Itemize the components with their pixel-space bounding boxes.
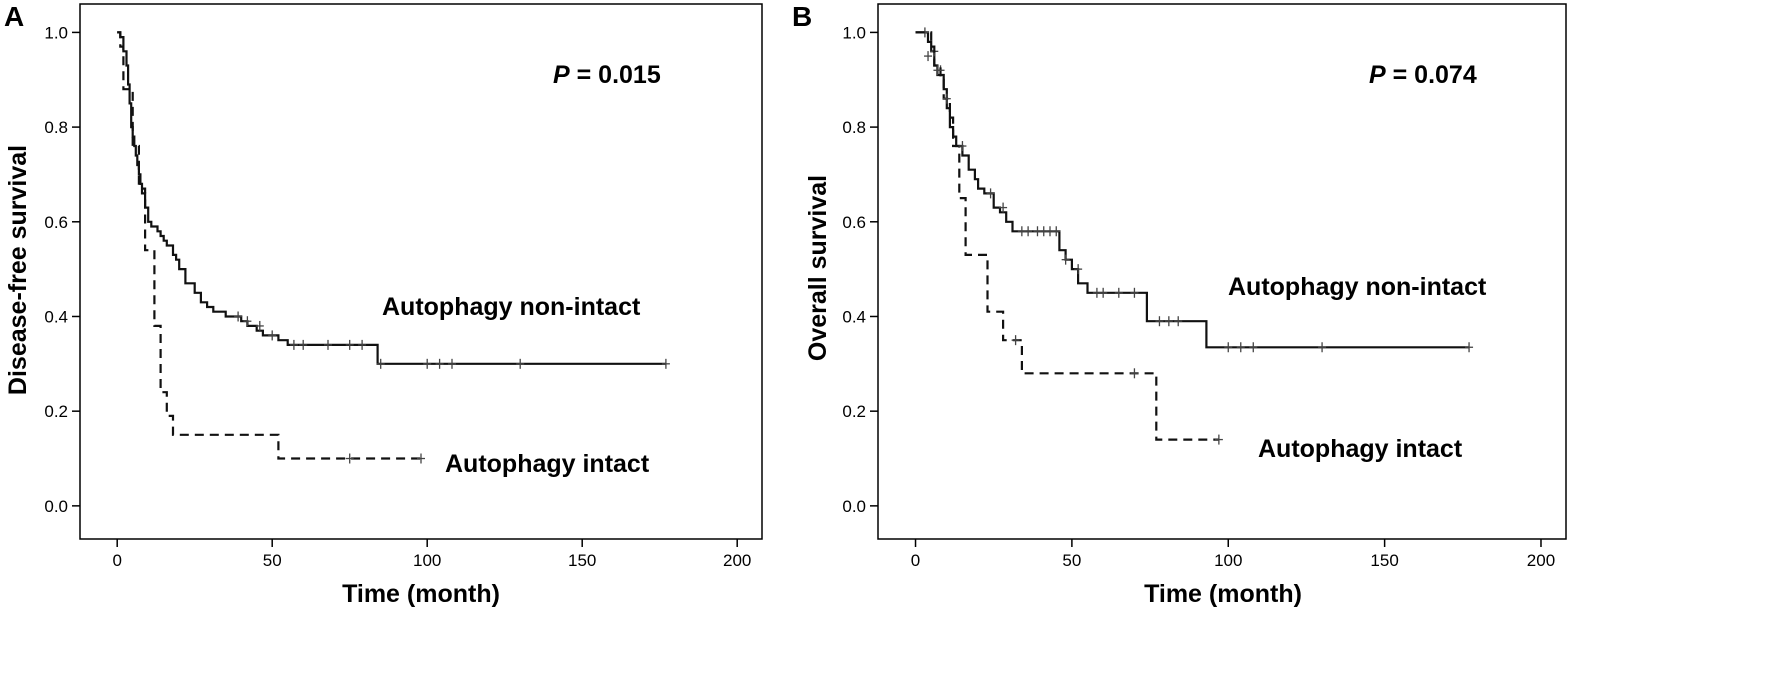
panel-b-y-axis-title: Overall survival xyxy=(804,175,832,361)
panel-b-p-value: P = 0.074 xyxy=(1369,61,1477,89)
panel-a-series-non-intact-censor-mark xyxy=(324,339,332,350)
panel-a-series-intact-line xyxy=(117,31,421,460)
panel-b-series-non-intact-censor-mark xyxy=(986,188,995,199)
panel-b-series-non-intact-censor-mark xyxy=(1099,287,1108,298)
panel-b-series-intact-censor-mark xyxy=(1214,434,1223,445)
panel-b-series-non-intact-censor-mark xyxy=(1061,254,1070,265)
panel-a: A 0 50 100 150 200 0.0 0.2 0.4 0.6 0.8 1.0 Time (m… xyxy=(4,1,763,608)
panel-b-x-tick-label: 150 xyxy=(1370,551,1398,570)
panel-a-plot-frame xyxy=(79,3,763,540)
panel-a-y-tick-label: 0.2 xyxy=(44,402,68,421)
panel-b-x-tick-label: 200 xyxy=(1527,551,1555,570)
panel-b-series-non-intact-censor-mark xyxy=(1236,342,1245,353)
panel-a-series-intact-censor-mark xyxy=(417,453,425,464)
panel-a-label-non-intact: Autophagy non-intact xyxy=(382,293,641,321)
panel-b-series-non-intact-censor-mark xyxy=(1318,342,1327,353)
panel-a-series xyxy=(117,31,670,464)
panel-a-label-intact: Autophagy intact xyxy=(445,450,650,478)
panel-b-series-non-intact-censor-mark xyxy=(1164,316,1173,327)
panel-a-y-tick-label: 0.4 xyxy=(44,307,68,326)
panel-a-y-tick-label: 0.8 xyxy=(44,118,68,137)
panel-a-letter: A xyxy=(4,1,24,32)
panel-a-series-non-intact-censor-mark xyxy=(255,320,264,331)
panel-b-series-intact-censor-mark xyxy=(958,141,967,152)
panel-a-p-letter: P xyxy=(553,61,570,89)
panel-a-x-tick-label: 0 xyxy=(112,551,121,570)
panel-a-series-non-intact-censor-mark xyxy=(299,339,308,350)
panel-b-plot-frame xyxy=(877,3,1567,540)
panel-a-series-non-intact-censor-mark xyxy=(516,358,525,369)
panel-b-series-non-intact-censor-mark xyxy=(1024,226,1033,237)
panel-b-series-intact-censor-mark xyxy=(1011,335,1020,346)
panel-a-series-non-intact-censor-mark xyxy=(268,330,277,341)
panel-b-x-tick-label: 100 xyxy=(1214,551,1242,570)
panel-b-p-letter: P xyxy=(1369,61,1386,89)
panel-b-p-number: = 0.074 xyxy=(1386,61,1477,89)
panel-b-series-non-intact-censor-mark xyxy=(1130,287,1139,298)
panel-b-series-non-intact-censor-mark xyxy=(999,202,1008,213)
panel-a-series-intact-censor-mark xyxy=(345,453,354,464)
panel-b-y-tick-label: 0.8 xyxy=(842,118,866,137)
panel-a-series-non-intact-censor-mark xyxy=(661,358,670,369)
panel-a-y-tick-label: 0.0 xyxy=(44,497,68,516)
panel-b-y-tick-label: 0.0 xyxy=(842,497,866,516)
panel-b-series-intact-censor-mark xyxy=(942,93,951,104)
panel-a-p-value: P = 0.015 xyxy=(553,61,661,89)
panel-a-series-non-intact-censor-mark xyxy=(345,339,354,350)
panel-b-y-tick-label: 0.4 xyxy=(842,307,866,326)
panel-b-x-axis-title: Time (month) xyxy=(1144,580,1302,608)
panel-a-series-non-intact-censor-mark xyxy=(234,311,243,322)
panel-b-y-tick-label: 0.2 xyxy=(842,402,866,421)
panel-a-x-tick-label: 200 xyxy=(723,551,751,570)
panel-b-x-tick-label: 50 xyxy=(1062,551,1081,570)
panel-b-axes: 0 50 100 150 200 0.0 0.2 0.4 0.6 0.8 1.0 xyxy=(842,23,1555,570)
panel-a-series-non-intact-censor-mark xyxy=(423,358,432,369)
panel-a-y-tick-label: 0.6 xyxy=(44,213,68,232)
panel-b-series-non-intact-censor-mark xyxy=(1174,316,1183,327)
panel-a-series-non-intact-censor-mark xyxy=(376,358,385,369)
panel-a-p-number: = 0.015 xyxy=(570,61,661,89)
panel-a-x-tick-label: 50 xyxy=(263,551,282,570)
panel-a-y-tick-label: 1.0 xyxy=(44,23,68,42)
panel-b-series-intact-censor-mark xyxy=(924,51,933,62)
panel-b-series-non-intact-censor-mark xyxy=(1465,342,1474,353)
panel-a-series-non-intact-censor-mark xyxy=(448,358,456,369)
panel-b-series-non-intact-censor-mark xyxy=(1155,316,1164,327)
panel-b-series-non-intact-censor-mark xyxy=(1074,264,1083,275)
panel-a-series-non-intact-censor-mark xyxy=(358,339,367,350)
panel-b-series-non-intact-censor-mark xyxy=(1224,342,1233,353)
panel-b-series-non-intact-censor-mark xyxy=(1114,287,1123,298)
panel-b-series-non-intact-censor-mark xyxy=(1249,342,1258,353)
panel-b-series-intact-line xyxy=(915,31,1219,441)
panel-b-letter: B xyxy=(792,1,812,32)
panel-b-label-intact: Autophagy intact xyxy=(1258,435,1463,463)
panel-a-x-tick-label: 100 xyxy=(413,551,441,570)
panel-a-axes: 0 50 100 150 200 0.0 0.2 0.4 0.6 0.8 1.0 xyxy=(44,23,751,570)
panel-b-x-tick-label: 0 xyxy=(911,551,920,570)
panel-a-series-non-intact-censor-mark xyxy=(289,339,298,350)
panel-b-y-tick-label: 0.6 xyxy=(842,213,866,232)
panel-a-x-axis-title: Time (month) xyxy=(342,580,500,608)
panel-a-series-non-intact-censor-mark xyxy=(243,316,252,327)
panel-b: B 0 50 100 150 200 0.0 0.2 0.4 0.6 0.8 1.0 Time (m… xyxy=(792,1,1567,608)
panel-a-series-non-intact-censor-mark xyxy=(435,358,444,369)
panel-b-series-intact-censor-mark xyxy=(933,65,942,76)
panel-b-label-non-intact: Autophagy non-intact xyxy=(1228,273,1487,301)
panel-b-series-non-intact-censor-mark xyxy=(1052,226,1061,237)
panel-b-series-intact-censor-mark xyxy=(1130,368,1139,379)
panel-a-y-axis-title: Disease-free survival xyxy=(4,145,32,395)
panel-b-y-tick-label: 1.0 xyxy=(842,23,866,42)
panel-b-series xyxy=(915,27,1474,445)
panel-a-x-tick-label: 150 xyxy=(568,551,596,570)
